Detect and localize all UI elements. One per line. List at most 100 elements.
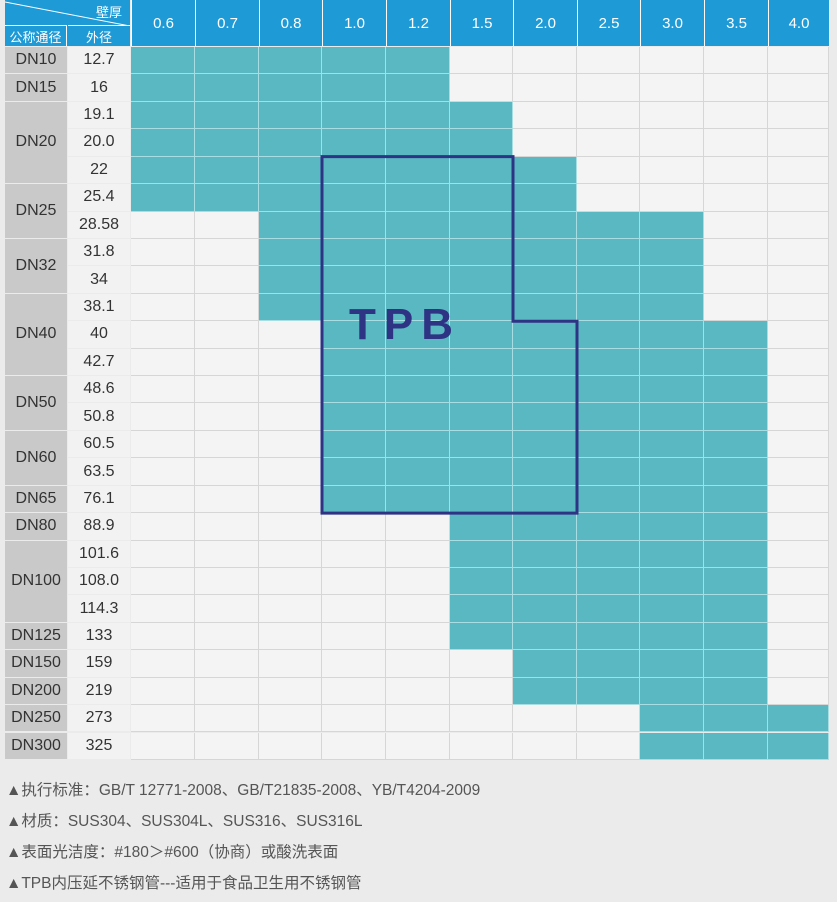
available-size-cell [577,211,640,239]
note-standard: ▲执行标准：GB/T 12771-2008、GB/T21835-2008、YB/… [6,782,481,799]
unavailable-size-cell [768,540,829,568]
available-size-cell [450,101,513,130]
available-size-cell [322,430,386,459]
unavailable-size-cell [195,348,259,377]
available-size-cell [704,376,768,404]
thickness-header: 1.2 [386,0,450,46]
available-size-cell [704,650,768,678]
available-size-cell [640,376,704,404]
unavailable-size-cell [768,211,829,239]
outer-diameter-cell: 133 [68,622,130,650]
unavailable-size-cell [768,348,829,377]
outer-diameter-cell: 42.7 [68,348,130,376]
available-size-cell [131,156,195,185]
available-size-cell [577,540,640,568]
available-size-cell [450,430,513,459]
unavailable-size-cell [195,567,259,596]
outer-diameter-cell: 219 [68,677,130,705]
outer-diameter-cell: 48.6 [68,376,130,403]
available-size-cell [704,430,768,459]
unavailable-size-cell [768,184,829,212]
available-size-cell [513,650,577,678]
unavailable-size-cell [640,184,704,212]
available-size-cell [131,101,195,130]
unavailable-size-cell [450,705,513,733]
available-size-cell [577,321,640,349]
unavailable-size-cell [640,47,704,75]
available-size-cell [640,513,704,541]
note-surface-finish: ▲表面光洁度：#180＞#600（协商）或酸洗表面 [6,844,339,861]
available-size-cell [513,184,577,212]
unavailable-size-cell [195,650,259,678]
available-size-cell [704,458,768,486]
unavailable-size-cell [259,430,322,459]
nominal-diameter-header: 公称通径 [5,25,67,46]
unavailable-size-cell [704,129,768,157]
unavailable-size-cell [704,238,768,267]
unavailable-size-cell [768,458,829,486]
unavailable-size-cell [577,156,640,185]
outer-diameter-cell: 325 [68,732,130,759]
available-size-cell [386,184,450,212]
available-size-cell [131,74,195,102]
available-size-cell [322,485,386,514]
available-size-cell [450,540,513,568]
available-size-cell [640,266,704,294]
available-size-cell [450,156,513,185]
thickness-header: 3.0 [640,0,704,46]
available-size-cell [386,101,450,130]
available-size-cell [704,348,768,377]
unavailable-size-cell [131,622,195,651]
unavailable-size-cell [259,622,322,651]
thickness-header: 3.5 [704,0,768,46]
unavailable-size-cell [386,705,450,733]
notes: ▲执行标准：GB/T 12771-2008、GB/T21835-2008、YB/… [6,778,480,902]
available-size-cell [640,458,704,486]
available-size-cell [513,458,577,486]
available-size-cell [386,156,450,185]
available-size-cell [577,293,640,322]
unavailable-size-cell [259,650,322,678]
available-size-cell [768,705,829,733]
unavailable-size-cell [768,321,829,349]
available-size-cell [259,74,322,102]
note-material: ▲材质：SUS304、SUS304L、SUS316、SUS316L [6,813,363,830]
wall-thickness-label: 壁厚 [95,5,122,20]
available-size-cell [450,458,513,486]
available-size-cell [322,129,386,157]
unavailable-size-cell [322,513,386,541]
unavailable-size-cell [577,101,640,130]
unavailable-size-cell [131,403,195,431]
unavailable-size-cell [195,430,259,459]
available-size-cell [704,595,768,623]
unavailable-size-cell [768,156,829,185]
unavailable-size-cell [195,321,259,349]
available-size-cell [513,238,577,267]
unavailable-size-cell [768,293,829,322]
available-size-cell [704,732,768,760]
unavailable-size-cell [577,47,640,75]
available-size-cell [450,622,513,651]
unavailable-size-cell [259,705,322,733]
available-size-cell [704,513,768,541]
unavailable-size-cell [322,567,386,596]
available-size-cell [322,238,386,267]
available-size-cell [577,376,640,404]
available-size-cell [513,376,577,404]
unavailable-size-cell [768,266,829,294]
unavailable-size-cell [704,293,768,322]
available-size-cell [577,266,640,294]
available-size-cell [513,211,577,239]
unavailable-size-cell [259,458,322,486]
available-size-cell [640,595,704,623]
unavailable-size-cell [768,403,829,431]
available-size-cell [640,650,704,678]
available-size-cell [450,485,513,514]
available-size-cell [386,485,450,514]
available-size-cell [513,348,577,377]
outer-diameter-cell: 60.5 [68,430,130,458]
available-size-cell [704,567,768,596]
unavailable-size-cell [768,567,829,596]
unavailable-size-cell [386,677,450,706]
unavailable-size-cell [131,430,195,459]
